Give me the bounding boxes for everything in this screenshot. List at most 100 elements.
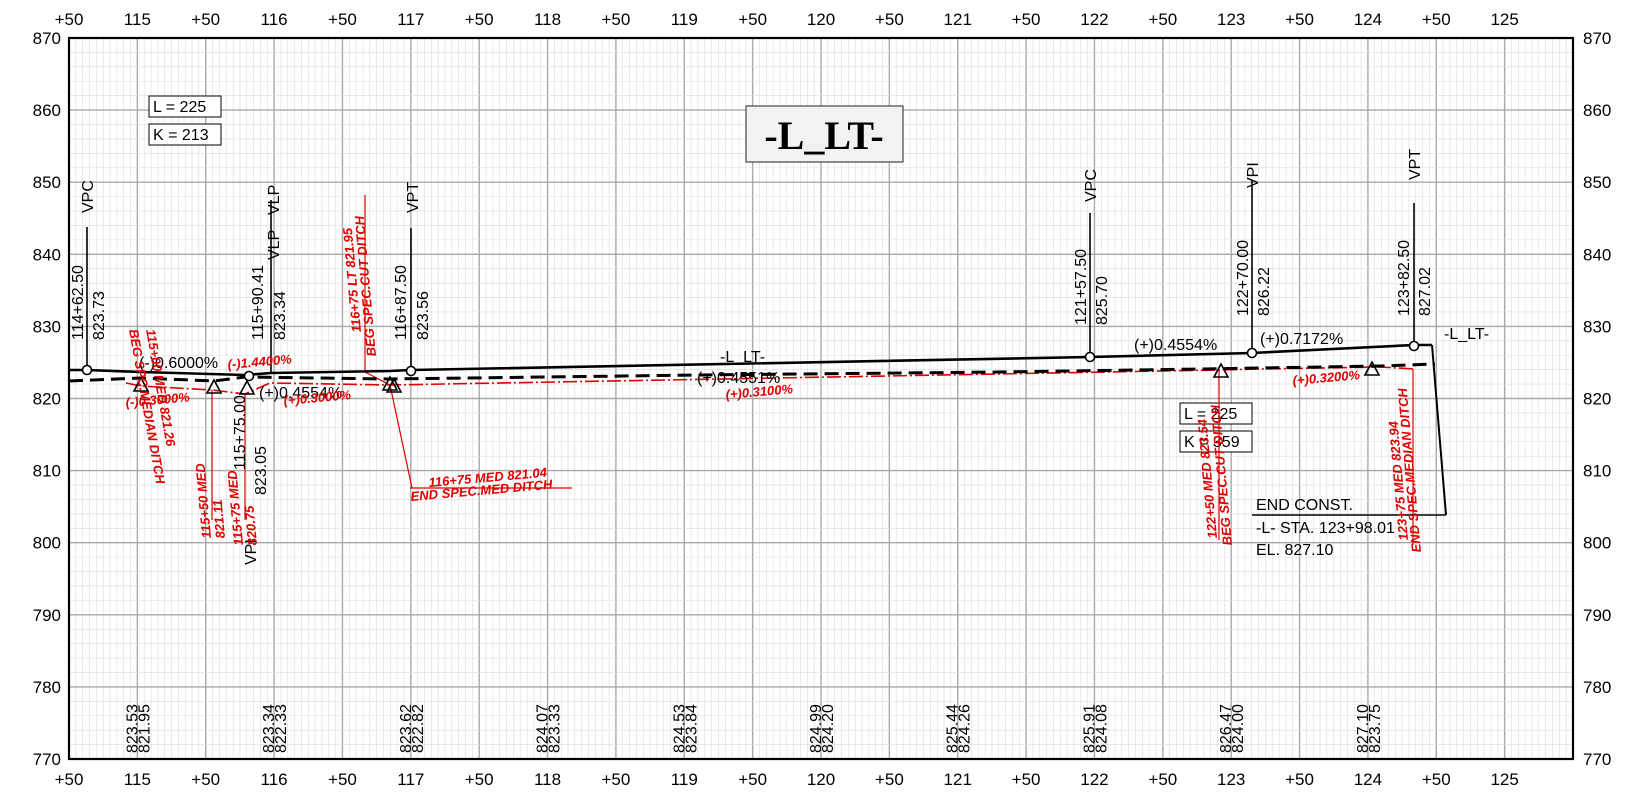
alignment-label: -L_LT-	[1444, 326, 1489, 343]
pi-tag: VPT	[1407, 149, 1424, 180]
y-axis-label-left: 820	[33, 390, 61, 409]
x-axis-label-top: 117	[397, 10, 424, 29]
x-axis-label-bottom: +50	[465, 770, 494, 789]
pi-tag: VLP	[266, 230, 283, 260]
finished-grade-elevation: 823.34	[261, 704, 278, 753]
x-axis-label-bottom: +50	[55, 770, 84, 789]
x-axis-label-bottom: 120	[807, 770, 835, 789]
ditch-elevation: 823.75	[1367, 704, 1384, 753]
pi-tag: VPI	[243, 539, 260, 565]
curve-length-label: L = 225	[1184, 406, 1237, 423]
curve-box-left: L = 225 K = 213	[148, 95, 222, 146]
x-axis-label-top: +50	[1148, 10, 1177, 29]
ditch-elevation: 822.82	[410, 704, 427, 753]
finished-grade-elevation: 824.99	[808, 704, 825, 753]
grade-labels: (-)0.6000% (+)0.4554% -L_LT- (+)0.4551% …	[139, 326, 1489, 402]
x-axis-label-top: +50	[738, 10, 767, 29]
x-axis-label-bottom: 116	[261, 770, 288, 789]
y-axis-label-right: 830	[1583, 317, 1611, 336]
pi-tag: VPI	[1245, 162, 1262, 188]
ditch-elevation: 824.08	[1093, 704, 1110, 753]
x-axis-label-top: 120	[807, 10, 835, 29]
y-axis-label-left: 790	[33, 606, 61, 625]
x-axis-label-top: 115	[124, 10, 151, 29]
x-axis-label-top: 116	[261, 10, 288, 29]
x-axis-label-bottom: +50	[738, 770, 767, 789]
existing-ground-line	[68, 362, 1436, 383]
x-axis-label-top: 125	[1490, 10, 1518, 29]
x-axis-label-top: +50	[601, 10, 630, 29]
y-axis-label-left: 800	[33, 534, 61, 553]
x-axis-label-bottom: 122	[1080, 770, 1108, 789]
curve-k-label: K = 213	[153, 127, 209, 144]
pi-elevation: 827.02	[1417, 267, 1434, 316]
ditch-note: 115+50 MED	[192, 462, 214, 539]
axes: +50 +50 115 115 +50 +50 116 116 +50 +50 117 117 +50 +…	[33, 10, 1612, 789]
pi-station: 123+82.50	[1396, 240, 1413, 316]
ditch-grade: (+)0.3200%	[1292, 367, 1361, 388]
ditch-note: 821.11	[210, 499, 228, 539]
finished-grade-elevation: 825.91	[1081, 704, 1098, 753]
end-construction-note: END CONST. -L- STA. 123+98.01 EL. 827.10	[1256, 497, 1395, 559]
plot-frame	[67, 36, 1575, 761]
pi-markers	[81, 180, 1420, 382]
y-axis-label-right: 800	[1583, 534, 1611, 553]
x-axis-label-top: 124	[1354, 10, 1382, 29]
y-axis-label-right: 810	[1583, 462, 1611, 481]
ditch-elevation: 824.20	[820, 704, 837, 753]
end-const-line: END CONST.	[1256, 497, 1353, 514]
x-axis-label-bottom: 123	[1217, 770, 1245, 789]
y-axis-label-left: 850	[33, 173, 61, 192]
x-axis-label-top: +50	[465, 10, 494, 29]
alignment-label: -L_LT-	[720, 349, 765, 366]
pi-station: 114+62.50	[70, 265, 87, 340]
x-axis-label-bottom: +50	[1012, 770, 1041, 789]
pi-elevation: 823.73	[91, 291, 108, 340]
pi-station: 122+70.00	[1235, 240, 1252, 316]
ditch-elevation: 824.26	[957, 704, 974, 753]
pi-tag: VPC	[1083, 169, 1100, 202]
x-axis-label-top: 119	[671, 10, 698, 29]
pi-station: 121+57.50	[1073, 249, 1090, 325]
finished-grade-elevation: 824.53	[671, 704, 688, 753]
x-axis-label-top: +50	[191, 10, 220, 29]
y-axis-label-right: 870	[1583, 29, 1611, 48]
y-axis-label-right: 820	[1583, 390, 1611, 409]
end-const-line: EL. 827.10	[1256, 542, 1334, 559]
pi-labels: VPC 114+62.50 823.73 VLP VLP 115+90.41 8…	[70, 149, 1434, 565]
ditch-elevation: 824.00	[1230, 704, 1247, 753]
x-axis-label-bottom: +50	[191, 770, 220, 789]
x-axis-label-top: +50	[1422, 10, 1451, 29]
pi-station: 115+75.00	[232, 395, 249, 470]
finished-grade-elevation: 823.53	[124, 704, 141, 753]
y-axis-label-right: 840	[1583, 245, 1611, 264]
finished-grade-elevation: 826.47	[1218, 704, 1235, 753]
pi-elevation: 823.34	[272, 291, 289, 340]
y-axis-label-left: 830	[33, 317, 61, 336]
y-axis-label-left: 810	[33, 462, 61, 481]
grade-label: (+)0.4554%	[259, 385, 342, 402]
grade-label: (+)0.4551%	[697, 370, 780, 387]
curve-box-right: L = 225 K = 359	[1179, 402, 1253, 453]
y-axis-label-right: 850	[1583, 173, 1611, 192]
ditch-note: 115+75 MED	[224, 469, 246, 546]
x-axis-label-bottom: 115	[124, 770, 151, 789]
ditch-grade: (+)0.3100%	[725, 381, 794, 402]
x-axis-label-top: 122	[1080, 10, 1108, 29]
ditch-elevation: 823.84	[683, 704, 700, 753]
x-axis-label-top: 118	[534, 10, 561, 29]
ditch-grade: (-)0.3000%	[125, 389, 191, 410]
proposed-grade	[69, 343, 1447, 516]
pi-tag: VPC	[80, 180, 97, 213]
ditch-note: 820.75	[242, 504, 260, 546]
x-axis-label-bottom: 118	[534, 770, 561, 789]
y-axis-label-right: 770	[1583, 750, 1611, 769]
x-axis-label-bottom: +50	[875, 770, 904, 789]
x-axis-label-top: +50	[55, 10, 84, 29]
ditch-elevation: 823.33	[547, 704, 564, 753]
end-const-line: -L- STA. 123+98.01	[1256, 520, 1395, 537]
x-axis-label-top: 123	[1217, 10, 1245, 29]
ditch-grade: (+)0.3000%	[283, 387, 352, 408]
grade-label: (+)0.4554%	[1134, 337, 1217, 354]
